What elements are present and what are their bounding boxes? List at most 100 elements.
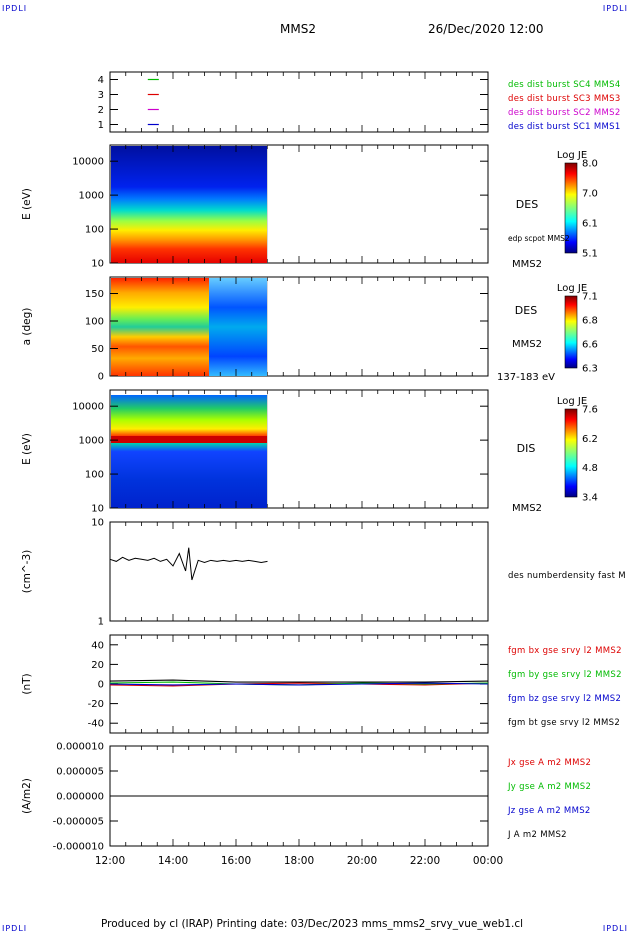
y-tick-label: 10 <box>91 504 104 515</box>
y-tick-label: -20 <box>88 699 104 710</box>
y-tick-label: 1000 <box>79 436 104 447</box>
spectrogram-extra-label: MMS2 <box>512 339 542 350</box>
y-tick-label: 40 <box>91 640 104 651</box>
y-tick-label: 4 <box>98 75 104 86</box>
y-tick-label: 100 <box>85 470 104 481</box>
des-pitch-spectrogram-left <box>111 278 209 376</box>
legend-entry: fgm by gse srvy l2 MMS2 <box>508 670 622 680</box>
series-line <box>109 682 489 687</box>
y-tick-label: 10000 <box>72 157 104 168</box>
dis-energy-spectrogram <box>111 395 267 508</box>
x-tick-label: 00:00 <box>473 855 503 867</box>
corner-mark-top-right: IPDLI <box>602 4 628 13</box>
y-tick-label: -0.000010 <box>53 842 104 853</box>
colorbar-tick-label: 7.1 <box>582 292 598 303</box>
date-time: 26/Dec/2020 12:00 <box>428 22 544 36</box>
series-line <box>109 679 489 683</box>
legend-entry: Jz gse A m2 MMS2 <box>507 806 591 816</box>
density-series-line <box>109 547 268 581</box>
colorbar-dis-energy <box>564 408 578 498</box>
y-tick-label: 0.000005 <box>56 767 104 778</box>
y-tick-label: 1 <box>98 120 104 131</box>
y-tick-label: 10000 <box>72 402 104 413</box>
y-axis-label: a (deg) <box>21 308 33 346</box>
colorbar-des-energy <box>564 162 578 254</box>
x-tick-label: 14:00 <box>158 855 188 867</box>
x-tick-label: 12:00 <box>95 855 125 867</box>
legend-entry: des dist burst SC4 MMS4 <box>508 80 621 90</box>
y-tick-label: 10 <box>91 518 104 529</box>
y-tick-label: 2 <box>98 105 104 116</box>
colorbar-tick-label: 4.8 <box>582 463 598 474</box>
burst-panel-frame <box>109 71 489 133</box>
spectrogram-instrument-label: DIS <box>517 442 536 455</box>
legend-entry: des numberdensity fast M <box>508 571 626 581</box>
colorbar-tick-label: 5.1 <box>582 249 598 260</box>
mission-title: MMS2 <box>280 22 316 36</box>
y-tick-label: 1 <box>98 617 104 628</box>
y-tick-label: 1000 <box>79 191 104 202</box>
y-tick-label: 100 <box>85 317 104 328</box>
colorbar-tick-label: 6.6 <box>582 340 598 351</box>
des-pitch-spectrogram-right <box>209 278 267 376</box>
spectrogram-instrument-label: DES <box>516 198 538 211</box>
x-tick-label: 16:00 <box>221 855 251 867</box>
legend-entry: des dist burst SC2 MMS2 <box>508 108 621 118</box>
x-tick-label: 22:00 <box>410 855 440 867</box>
legend-entry: fgm bz gse srvy l2 MMS2 <box>508 694 621 704</box>
y-tick-label: 0.000000 <box>56 792 104 803</box>
y-tick-label: -0.000005 <box>53 817 104 828</box>
footer-credits: Produced by cl (IRAP) Printing date: 03/… <box>101 918 524 930</box>
y-tick-label: 10 <box>91 259 104 270</box>
colorbar-title: Log JE <box>557 150 587 161</box>
y-tick-label: 50 <box>91 344 104 355</box>
legend-entry: fgm bx gse srvy l2 MMS2 <box>508 646 622 656</box>
colorbar-tick-label: 6.8 <box>582 316 598 327</box>
legend-entry: Jx gse A m2 MMS2 <box>507 758 591 768</box>
colorbar-tick-label: 7.0 <box>582 189 598 200</box>
y-axis-label: (nT) <box>21 673 33 694</box>
y-tick-label: 100 <box>85 225 104 236</box>
x-tick-label: 18:00 <box>284 855 314 867</box>
colorbar-tick-label: 6.1 <box>582 219 598 230</box>
spectrogram-instrument-label: DES <box>515 304 537 317</box>
spectrogram-extra-label: MMS2 <box>512 259 542 270</box>
y-tick-label: 20 <box>91 660 104 671</box>
y-axis-label: (cm^-3) <box>21 550 33 593</box>
des-energy-spectrogram <box>111 146 267 263</box>
series-line <box>109 682 489 686</box>
colorbar-tick-label: 7.6 <box>582 405 598 416</box>
colorbar-title: Log JE <box>557 396 587 407</box>
y-tick-label: 3 <box>98 90 104 101</box>
y-axis-label: (A/m2) <box>21 778 33 814</box>
density-panel-frame <box>109 521 489 622</box>
colorbar-tick-label: 6.2 <box>582 434 598 445</box>
colorbar-tick-label: 8.0 <box>582 159 598 170</box>
dis-energy-peak-band <box>111 436 267 443</box>
x-tick-label: 20:00 <box>347 855 377 867</box>
corner-mark-top-left: IPDLI <box>2 4 28 13</box>
y-tick-label: 0.000010 <box>56 742 104 753</box>
legend-entry: fgm bt gse srvy l2 MMS2 <box>508 718 620 728</box>
legend-entry: des dist burst SC3 MMS3 <box>508 94 621 104</box>
colorbar-title: Log JE <box>557 283 587 294</box>
corner-mark-bottom-right: IPDLI <box>602 924 628 933</box>
y-axis-label: E (eV) <box>21 188 33 220</box>
corner-mark-bottom-left: IPDLI <box>2 924 28 933</box>
y-tick-label: -40 <box>88 719 104 730</box>
colorbar-tick-label: 3.4 <box>582 493 598 504</box>
legend-entry: J A m2 MMS2 <box>507 830 567 840</box>
y-tick-label: 0 <box>98 372 104 383</box>
y-tick-label: 0 <box>98 680 104 691</box>
spectrogram-extra-label: 137-183 eV <box>497 372 555 383</box>
colorbar-des-pitch <box>564 295 578 369</box>
legend-entry: Jy gse A m2 MMS2 <box>507 782 591 792</box>
legend-entry: des dist burst SC1 MMS1 <box>508 122 621 132</box>
spectrogram-extra-label: edp scpot MMS2 <box>508 234 570 243</box>
spectrogram-extra-label: MMS2 <box>512 503 542 514</box>
y-tick-label: 150 <box>85 289 104 300</box>
colorbar-tick-label: 6.3 <box>582 364 598 375</box>
y-axis-label: E (eV) <box>21 433 33 465</box>
